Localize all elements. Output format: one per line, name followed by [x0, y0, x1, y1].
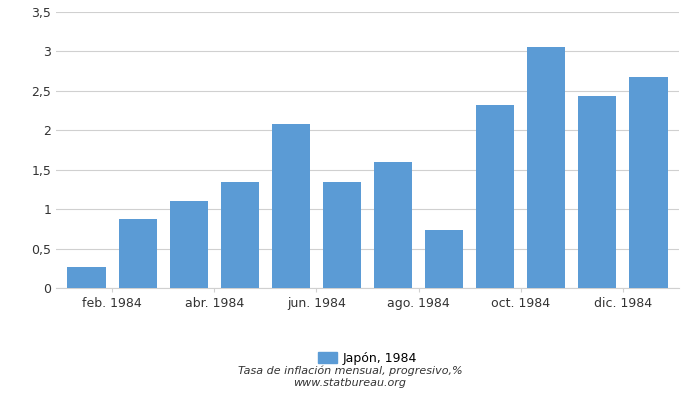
Bar [323, 182, 361, 288]
Bar [118, 219, 157, 288]
Bar [67, 267, 106, 288]
Text: www.statbureau.org: www.statbureau.org [293, 378, 407, 388]
Bar [374, 162, 412, 288]
Bar [578, 96, 617, 288]
Bar [629, 77, 668, 288]
Bar [169, 201, 208, 288]
Bar [220, 182, 259, 288]
Bar [272, 124, 310, 288]
Bar [527, 48, 566, 288]
Bar [476, 105, 514, 288]
Bar [425, 230, 463, 288]
Legend: Japón, 1984: Japón, 1984 [313, 347, 422, 370]
Text: Tasa de inflación mensual, progresivo,%: Tasa de inflación mensual, progresivo,% [238, 366, 462, 376]
